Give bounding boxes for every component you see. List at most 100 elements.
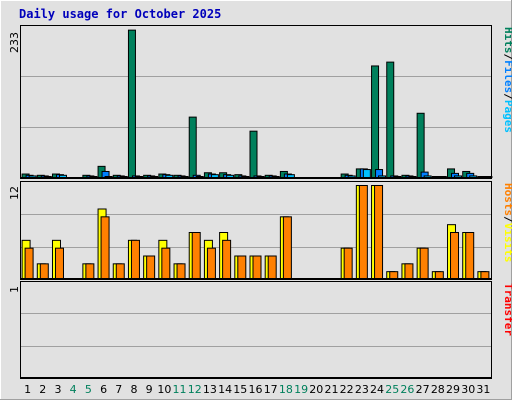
hits-bar: [416, 112, 425, 178]
side-label-part: Pages: [502, 100, 512, 133]
x-tick-label: 19: [294, 383, 308, 396]
hosts-bar: [191, 232, 201, 279]
x-tick-label: 14: [218, 383, 232, 396]
pages-bar: [226, 174, 235, 179]
side-label: Hits/Files/Pages: [502, 27, 512, 133]
x-tick-label: 28: [431, 383, 445, 396]
pages-bar: [119, 176, 128, 178]
x-tick-label: 16: [249, 383, 263, 396]
hosts-bar: [222, 239, 232, 279]
hosts-bar: [343, 247, 353, 280]
x-tick-label: 21: [324, 383, 338, 396]
hosts-bar: [465, 232, 475, 279]
hosts-bar: [176, 263, 186, 280]
y-max-label: 1: [8, 286, 21, 293]
x-tick-label: 10: [157, 383, 171, 396]
x-tick-label: 2: [39, 383, 46, 396]
pages-bar: [454, 175, 463, 179]
side-label-part: /: [502, 93, 512, 100]
x-tick-label: 29: [446, 383, 460, 396]
pages-bar: [393, 176, 402, 178]
x-tick-label: 20: [309, 383, 323, 396]
pages-bar: [378, 175, 387, 179]
panel-frame: [20, 181, 492, 280]
pages-bar: [28, 175, 37, 179]
pages-bar: [150, 176, 159, 178]
hosts-bar: [282, 216, 292, 279]
bars-visits-hosts: [21, 185, 490, 280]
x-tick-label: 25: [385, 383, 399, 396]
x-tick-label: 30: [461, 383, 475, 396]
pages-bar: [43, 176, 52, 178]
x-tick-label: 18: [279, 383, 293, 396]
hosts-bar: [252, 255, 262, 279]
pages-bar: [195, 176, 204, 178]
pages-bar: [134, 176, 143, 178]
x-tick-label: 6: [100, 383, 107, 396]
pages-bar: [362, 169, 371, 179]
x-tick-label: 7: [115, 383, 122, 396]
hosts-bar: [54, 247, 64, 280]
hosts-bar: [115, 263, 125, 280]
x-tick-label: 11: [173, 383, 187, 396]
side-label-part: Hits: [502, 27, 512, 54]
x-tick-label: 23: [355, 383, 369, 396]
pages-bar: [438, 176, 447, 178]
side-label-part: /: [502, 54, 512, 61]
pages-bar: [180, 176, 189, 178]
x-tick-label: 5: [85, 383, 92, 396]
hosts-bar: [450, 232, 460, 279]
x-tick-label: 31: [476, 383, 490, 396]
hosts-bar: [404, 263, 414, 280]
hosts-bar: [130, 239, 140, 279]
y-max-label: 12: [8, 186, 21, 200]
hits-bar: [127, 29, 136, 179]
pages-bar: [469, 175, 478, 179]
hits-bar: [249, 130, 258, 179]
hosts-bar: [100, 216, 110, 279]
hits-bar: [386, 61, 395, 179]
hosts-bar: [161, 247, 171, 280]
bars-hits-files-pages: [21, 29, 493, 179]
side-label: Transfer: [502, 283, 512, 336]
panel-frame: [20, 281, 492, 379]
hosts-bar: [419, 247, 429, 280]
x-tick-label: 1: [24, 383, 31, 396]
x-tick-label: 13: [203, 383, 217, 396]
hosts-bar: [237, 255, 247, 279]
chart-title: Daily usage for October 2025: [19, 7, 222, 21]
hosts-bar: [24, 247, 34, 280]
hosts-bar: [85, 263, 95, 280]
pages-bar: [210, 174, 219, 178]
hosts-bar: [206, 247, 216, 280]
x-tick-label: 24: [370, 383, 384, 396]
pages-bar: [241, 176, 250, 178]
hosts-bar: [146, 255, 156, 279]
hosts-bar: [39, 263, 49, 280]
pages-bar: [286, 174, 295, 178]
side-label-part: Transfer: [502, 283, 512, 336]
x-tick-label: 12: [188, 383, 202, 396]
hosts-bar: [374, 185, 384, 279]
x-tick-label: 4: [70, 383, 77, 396]
pages-bar: [58, 174, 67, 179]
side-label-part: /: [502, 216, 512, 223]
x-tick-label: 17: [264, 383, 278, 396]
panel-frame: [20, 25, 492, 179]
hosts-bar: [434, 271, 444, 279]
x-tick-label: 27: [416, 383, 430, 396]
pages-bar: [484, 176, 493, 178]
x-tick-label: 26: [400, 383, 414, 396]
pages-bar: [256, 176, 265, 178]
hosts-bar: [358, 185, 368, 279]
pages-bar: [271, 176, 280, 178]
side-label-part: Visits: [502, 223, 512, 263]
side-label-part: Files: [502, 60, 512, 93]
hosts-bar: [267, 255, 277, 279]
hosts-bar: [389, 271, 399, 279]
panel-visits-hosts: 12 Hosts/Visits: [8, 181, 512, 280]
pages-bar: [165, 174, 174, 179]
x-tick-label: 9: [146, 383, 153, 396]
